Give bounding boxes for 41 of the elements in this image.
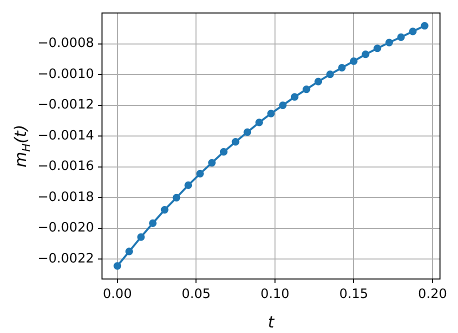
point bbox=[114, 262, 122, 270]
point bbox=[420, 22, 428, 30]
point bbox=[184, 181, 192, 190]
point bbox=[244, 128, 252, 136]
x-tick-label: 0.10 bbox=[260, 287, 290, 302]
y-tick-label: −0.0012 bbox=[38, 98, 94, 113]
y-tick-label: −0.0010 bbox=[38, 66, 94, 82]
point bbox=[385, 38, 393, 46]
point bbox=[314, 78, 322, 86]
point bbox=[255, 118, 263, 126]
point bbox=[160, 206, 168, 214]
x-tick-label: 0.05 bbox=[182, 287, 211, 302]
y-tick-label: −0.0020 bbox=[38, 220, 94, 236]
point bbox=[374, 44, 382, 52]
point bbox=[232, 138, 240, 146]
point bbox=[362, 50, 370, 58]
x-axis-title: t bbox=[268, 312, 275, 332]
y-tick-label: −0.0016 bbox=[38, 159, 94, 174]
point bbox=[125, 248, 133, 256]
point bbox=[397, 33, 405, 41]
point bbox=[149, 219, 157, 227]
point bbox=[326, 70, 334, 78]
point bbox=[279, 101, 287, 110]
point bbox=[290, 93, 298, 101]
point bbox=[350, 57, 358, 65]
x-tick-label: 0.00 bbox=[102, 287, 132, 302]
point bbox=[220, 148, 228, 156]
point bbox=[172, 194, 180, 202]
y-tick-label: −0.0008 bbox=[38, 36, 94, 52]
point bbox=[267, 110, 275, 118]
y-tick-label: −0.0018 bbox=[38, 190, 94, 205]
point bbox=[302, 85, 310, 94]
point bbox=[338, 64, 346, 72]
x-tick-label: 0.20 bbox=[418, 287, 447, 302]
x-tick-label: 0.15 bbox=[339, 287, 368, 302]
y-tick-label: −0.0014 bbox=[38, 128, 94, 144]
point bbox=[137, 233, 145, 241]
y-tick-label: −0.0022 bbox=[38, 251, 94, 266]
point bbox=[208, 158, 216, 167]
point bbox=[409, 28, 417, 36]
point bbox=[196, 170, 204, 178]
